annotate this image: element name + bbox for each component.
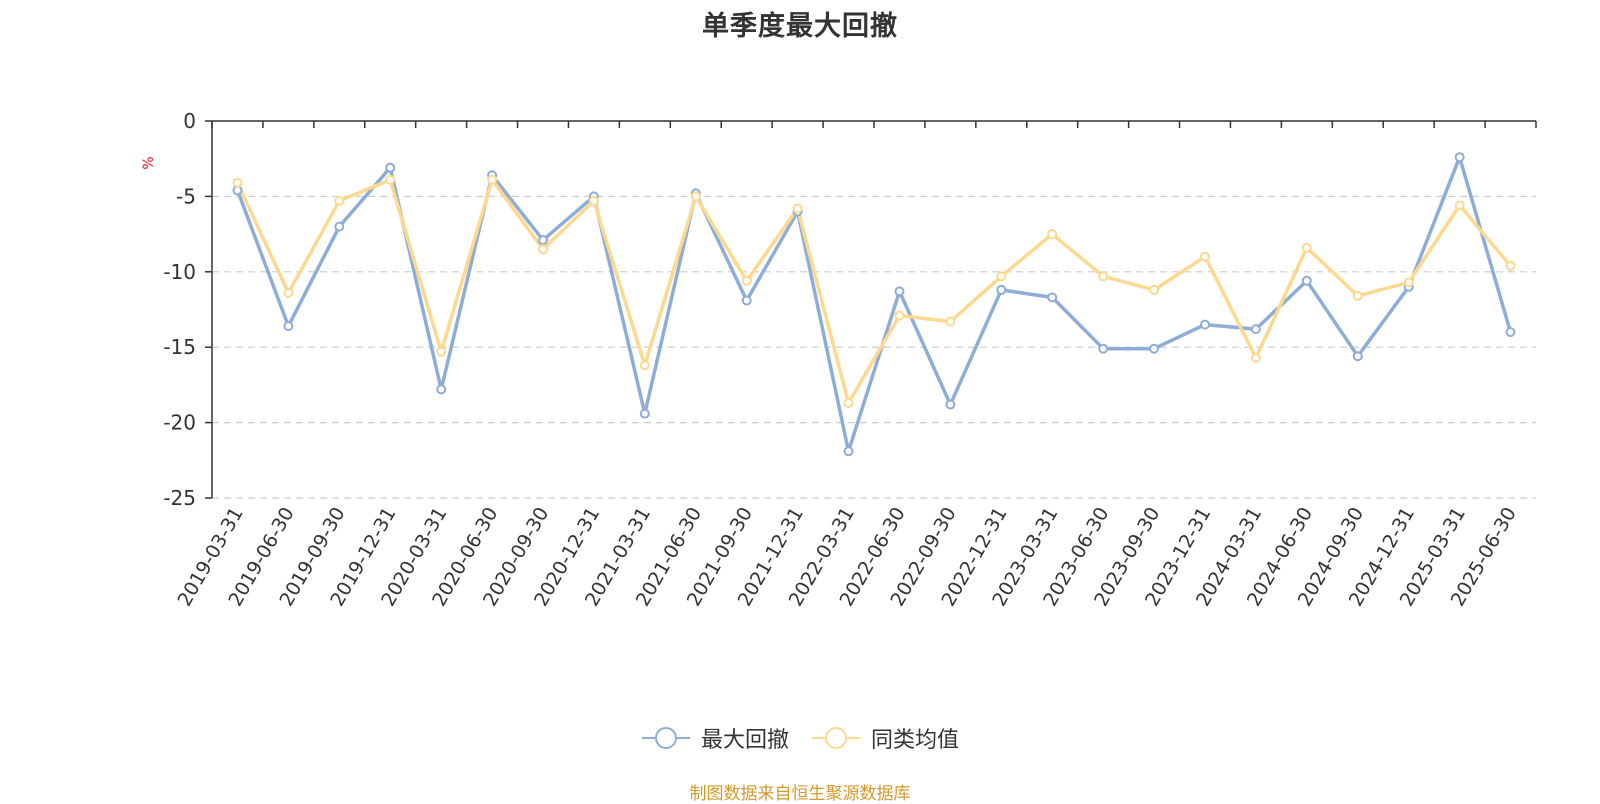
data-point-series-0 [1505,327,1516,338]
series-line-0 [235,155,1513,454]
data-point-series-1 [1200,251,1210,262]
legend-marker-max-drawdown-icon [641,727,690,749]
legend-label-peer-average: 同类均值 [871,728,960,753]
legend: 最大回撤 同类均值 [0,721,1600,755]
legend-label-max-drawdown: 最大回撤 [700,728,789,753]
data-point-series-0 [1250,324,1261,335]
data-point-series-1 [538,244,548,255]
data-point-series-1 [1250,352,1261,363]
data-point-series-0 [1301,275,1312,286]
y-axis-unit-label: % [141,156,157,169]
y-tick-label: 0 [183,109,196,133]
data-point-series-1 [741,275,752,286]
y-tick-label: -25 [163,486,196,510]
data-point-series-1 [232,177,243,188]
data-point-series-1 [1149,284,1160,295]
data-point-series-0 [436,384,447,395]
data-point-series-1 [283,287,294,298]
legend-marker-peer-average-icon [812,727,860,749]
y-tick-label: -20 [163,411,196,435]
data-point-series-0 [283,321,294,332]
data-point-series-1 [639,360,650,371]
data-point-series-1 [436,346,447,357]
data-point-series-1 [1352,290,1363,301]
data-point-series-1 [1505,260,1516,271]
data-point-series-0 [1200,319,1210,330]
data-point-series-1 [1047,229,1058,240]
legend-item-max-drawdown[interactable]: 最大回撤 [641,722,789,754]
axis-layer: 0-5-10-15-20-252019-03-312019-06-302019-… [163,109,1537,610]
data-point-series-0 [894,286,905,297]
series-line-1 [235,178,1513,405]
data-point-series-1 [334,195,345,206]
data-point-series-0 [1047,292,1058,303]
data-point-series-0 [1454,152,1465,163]
data-point-series-0 [385,162,396,173]
data-point-series-1 [792,203,803,214]
data-point-series-0 [538,235,548,246]
data-point-series-1 [945,316,956,327]
legend-item-peer-average[interactable]: 同类均值 [811,722,959,754]
y-tick-label: -10 [163,260,196,284]
data-point-series-1 [1454,200,1465,211]
data-point-series-0 [741,295,752,306]
chart-title: 单季度最大回撤 [702,11,898,42]
data-point-series-0 [996,284,1007,295]
series-layer [232,152,1516,457]
data-point-series-1 [1301,242,1312,253]
data-point-series-0 [1098,343,1109,354]
data-point-series-1 [894,310,905,321]
data-point-series-1 [385,174,396,185]
grid-layer [212,195,1536,499]
data-point-series-1 [996,271,1007,282]
data-point-series-0 [1352,351,1363,362]
data-point-series-1 [1098,271,1109,282]
data-point-series-0 [334,221,345,232]
data-point-series-1 [487,174,498,185]
data-point-series-0 [945,399,956,410]
source-note: 制图数据来自恒生聚源数据库 [689,784,911,804]
data-point-series-1 [690,191,701,202]
data-point-series-1 [588,195,599,206]
data-point-series-0 [1149,343,1160,354]
data-point-series-1 [843,398,854,408]
data-point-series-0 [639,408,650,419]
y-tick-label: -5 [176,184,196,208]
data-point-series-0 [843,446,854,457]
data-point-series-1 [1403,277,1414,288]
y-tick-label: -15 [163,335,196,359]
